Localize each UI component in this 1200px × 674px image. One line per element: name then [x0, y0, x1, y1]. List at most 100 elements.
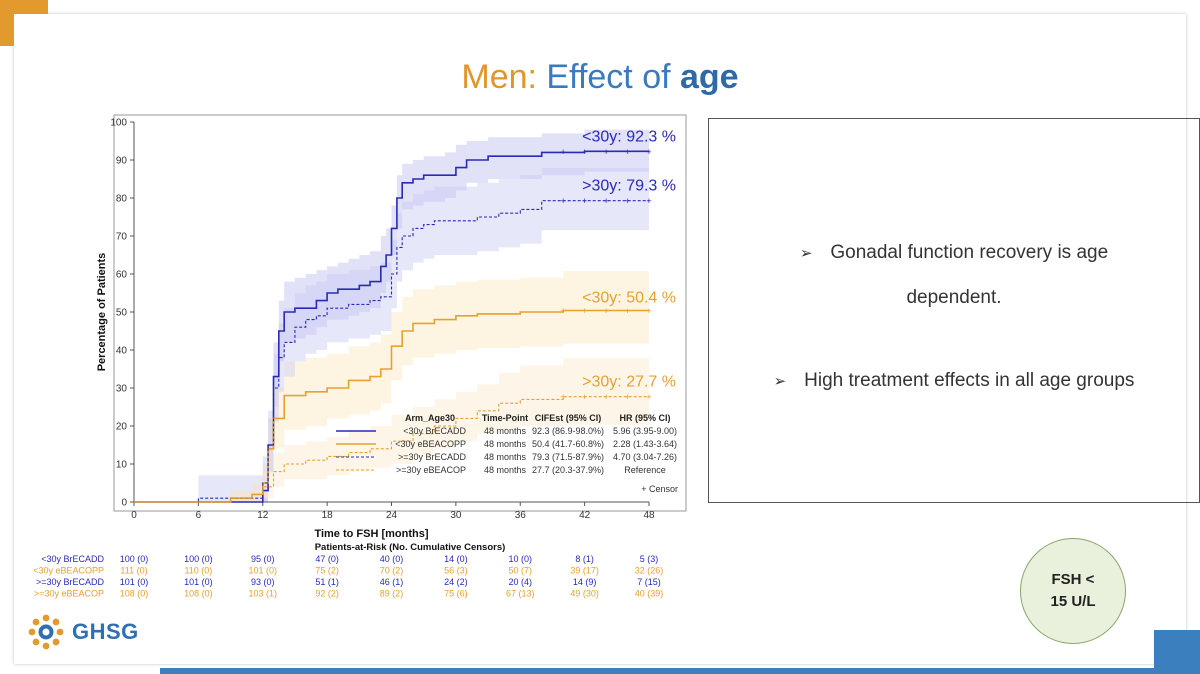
bullet-age-dependent: ➢ Gonadal function recovery is age depend… — [709, 231, 1199, 320]
legend-cif: 92.3 (86.9-98.0%) — [532, 426, 604, 436]
series-line-2 — [134, 200, 649, 503]
risk-cell: 89 (2) — [380, 589, 404, 599]
y-tick-label: 80 — [116, 194, 128, 205]
censor-mark: + — [561, 306, 566, 316]
fsh-line2: 15 U/L — [1050, 593, 1096, 610]
logo-text: GHSG — [72, 619, 139, 644]
slide-title: Men: Effect of age — [0, 58, 1200, 97]
legend-cif: 27.7 (20.3-37.9%) — [532, 465, 604, 475]
risk-cell: 46 (1) — [380, 577, 404, 587]
key-points-box: ➢ Gonadal function recovery is age depend… — [708, 118, 1200, 503]
ci-band-3 — [134, 358, 649, 502]
risk-cell: 93 (0) — [251, 577, 275, 587]
censor-mark: + — [603, 392, 608, 402]
arrow-bullet-icon: ➢ — [799, 245, 813, 262]
risk-cell: 24 (2) — [444, 577, 468, 587]
risk-cell: 103 (1) — [248, 589, 277, 599]
risk-cell: 56 (3) — [444, 566, 468, 576]
risk-cell: 108 (0) — [184, 589, 213, 599]
censor-mark: + — [582, 392, 587, 402]
ci-band-1 — [134, 271, 649, 502]
x-tick-label: 42 — [579, 510, 591, 521]
ghsg-logo-icon — [28, 614, 64, 650]
ci-band-2 — [134, 168, 649, 502]
censor-mark: + — [603, 147, 608, 157]
risk-row-label: <30y eBEACOPP — [33, 566, 104, 576]
censor-mark: + — [582, 306, 587, 316]
legend-timepoint: 48 months — [484, 439, 527, 449]
series-end-annotation: >30y: 27.7 % — [582, 374, 676, 391]
risk-cell: 47 (0) — [315, 554, 339, 564]
y-tick-label: 70 — [116, 232, 128, 243]
risk-cell: 51 (1) — [315, 577, 339, 587]
legend-hr: 4.70 (3.04-7.26) — [613, 452, 677, 462]
title-part-effect: Effect of — [536, 58, 680, 96]
censor-mark: + — [625, 196, 630, 206]
x-tick-label: 24 — [386, 510, 398, 521]
censor-mark: + — [646, 392, 651, 402]
legend-header: Arm_Age30 — [405, 413, 455, 423]
bottom-accent-bar — [160, 668, 1200, 674]
legend-arm: <30y eBEACOPP — [395, 439, 466, 449]
x-tick-label: 18 — [322, 510, 334, 521]
legend-timepoint: 48 months — [484, 452, 527, 462]
x-tick-label: 12 — [257, 510, 269, 521]
censor-mark: + — [625, 306, 630, 316]
legend-arm: >=30y eBEACOP — [396, 465, 466, 475]
legend-censor: + Censor — [641, 484, 678, 494]
legend-arm: <30y BrECADD — [403, 426, 466, 436]
fsh-threshold-badge: FSH < 15 U/L — [1020, 538, 1126, 644]
risk-cell: 40 (39) — [635, 589, 664, 599]
censor-mark: + — [603, 196, 608, 206]
bullet-text-1b: dependent. — [906, 287, 1002, 308]
legend-cif: 50.4 (41.7-60.8%) — [532, 439, 604, 449]
series-end-annotation: <30y: 50.4 % — [582, 289, 676, 306]
risk-table-title: Patients-at-Risk (No. Cumulative Censors… — [315, 542, 506, 553]
bullet-text-2: High treatment effects in all age groups — [804, 370, 1135, 391]
y-tick-label: 60 — [116, 270, 128, 281]
y-tick-label: 20 — [116, 422, 128, 433]
risk-cell: 39 (17) — [570, 566, 599, 576]
risk-cell: 70 (2) — [380, 566, 404, 576]
legend-header: HR (95% CI) — [619, 413, 670, 423]
x-tick-label: 0 — [131, 510, 137, 521]
risk-cell: 8 (1) — [575, 554, 594, 564]
risk-cell: 49 (30) — [570, 589, 599, 599]
risk-cell: 75 (6) — [444, 589, 468, 599]
risk-cell: 111 (0) — [120, 566, 147, 576]
bullet-text-1: Gonadal function recovery is age — [830, 242, 1109, 263]
censor-mark: + — [561, 196, 566, 206]
risk-row-label: >=30y eBEACOP — [34, 589, 104, 599]
series-line-3 — [134, 396, 649, 503]
y-tick-label: 90 — [116, 156, 128, 167]
legend-timepoint: 48 months — [484, 465, 527, 475]
x-tick-label: 30 — [450, 510, 462, 521]
cumulative-incidence-chart: 0 6 12 18 24 30 36 42 48 0 10 20 30 40 50 60 70 80 90 100 Ti… — [33, 114, 687, 599]
risk-cell: 95 (0) — [251, 554, 275, 564]
y-tick-label: 40 — [116, 346, 128, 357]
censor-mark: + — [646, 147, 651, 157]
risk-cell: 14 (0) — [444, 554, 468, 564]
series-end-annotation: >30y: 79.3 % — [582, 178, 676, 195]
legend-hr: 5.96 (3.95-9.00) — [613, 426, 677, 436]
censor-mark: + — [582, 147, 587, 157]
series-end-annotation: <30y: 92.3 % — [582, 128, 676, 145]
censor-mark: + — [582, 196, 587, 206]
risk-cell: 40 (0) — [380, 554, 404, 564]
risk-row-label: >=30y BrECADD — [36, 577, 105, 587]
risk-cell: 32 (26) — [635, 566, 664, 576]
y-tick-label: 10 — [116, 460, 128, 471]
risk-cell: 10 (0) — [508, 554, 532, 564]
censor-mark: + — [561, 392, 566, 402]
y-tick-label: 100 — [110, 118, 127, 129]
series-line-1 — [134, 309, 649, 503]
risk-cell: 100 (0) — [184, 554, 213, 564]
risk-cell: 75 (2) — [315, 566, 339, 576]
title-part-age: age — [680, 58, 739, 96]
series-line-0 — [134, 150, 649, 503]
risk-cell: 50 (7) — [508, 566, 532, 576]
x-axis-label: Time to FSH [months] — [314, 528, 428, 540]
censor-mark: + — [625, 147, 630, 157]
ci-band-0 — [134, 129, 649, 502]
arrow-bullet-icon: ➢ — [773, 373, 787, 390]
